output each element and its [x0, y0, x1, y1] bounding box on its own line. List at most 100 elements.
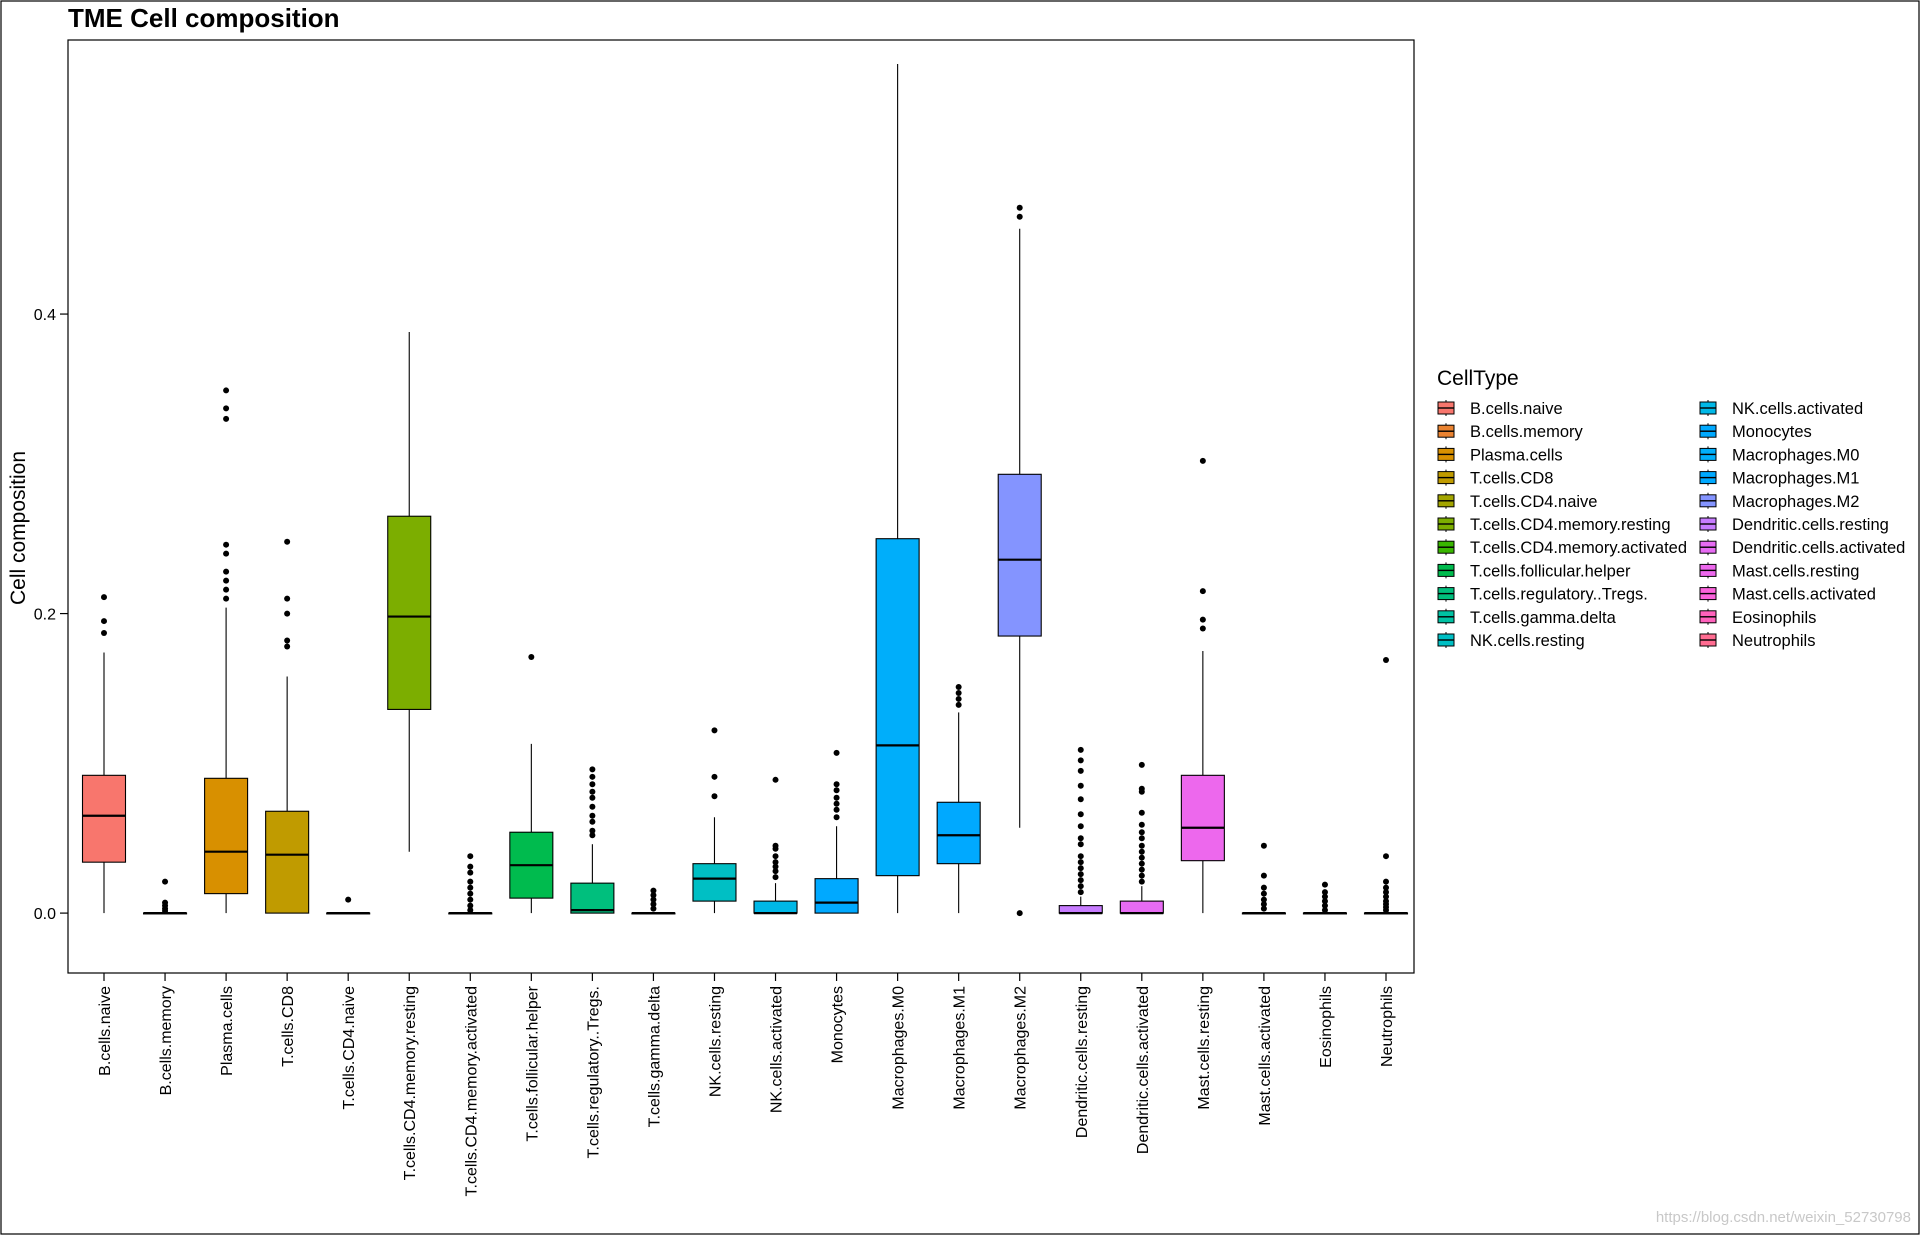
outlier-point	[1260, 842, 1267, 849]
outlier-point	[223, 415, 230, 422]
outlier-point	[1077, 823, 1084, 830]
outlier-point	[833, 794, 840, 801]
outlier-point	[589, 812, 596, 819]
outlier-point	[467, 890, 474, 897]
outlier-point	[223, 550, 230, 557]
outlier-point	[1199, 616, 1206, 623]
x-tick-label: NK.cells.activated	[769, 986, 786, 1113]
legend-label: T.cells.gamma.delta	[1470, 609, 1617, 627]
y-tick-label: 0.4	[34, 307, 56, 324]
box-group	[448, 853, 493, 915]
x-tick-label: T.cells.CD4.memory.activated	[463, 986, 480, 1196]
outlier-point	[1077, 757, 1084, 764]
box-group	[570, 766, 615, 914]
x-tick-label: T.cells.CD4.naive	[341, 986, 358, 1110]
legend-item: Dendritic.cells.activated	[1699, 539, 1905, 557]
legend-label: NK.cells.activated	[1732, 400, 1863, 418]
x-tick-label: T.cells.follicular.helper	[524, 985, 541, 1141]
outlier-point	[467, 863, 474, 870]
x-tick-label: Dendritic.cells.activated	[1135, 986, 1152, 1154]
outlier-point	[101, 594, 107, 601]
outlier-point	[955, 695, 962, 702]
x-tick-label: T.cells.gamma.delta	[646, 986, 663, 1127]
legend-item: T.cells.CD4.naive	[1437, 492, 1597, 511]
legend-label: Macrophages.M0	[1732, 446, 1859, 464]
outlier-point	[833, 800, 840, 807]
x-tick-label: B.cells.memory	[158, 986, 175, 1095]
x-tick-label: Mast.cells.resting	[1196, 986, 1213, 1110]
outlier-point	[284, 637, 291, 644]
box-group	[1241, 842, 1286, 915]
outlier-point	[1260, 884, 1267, 891]
x-tick-label: Dendritic.cells.resting	[1074, 986, 1091, 1138]
outlier-point	[772, 842, 779, 849]
legend-label: T.cells.CD4.naive	[1470, 493, 1597, 511]
box-group	[142, 878, 188, 915]
outlier-point	[1077, 853, 1084, 860]
legend-item: Macrophages.M1	[1699, 469, 1859, 488]
box-iqr	[997, 473, 1042, 637]
x-tick-label: Macrophages.M0	[891, 986, 908, 1110]
outlier-point	[1138, 785, 1145, 792]
outlier-point	[955, 701, 962, 708]
box-group	[1302, 881, 1348, 915]
outlier-point	[772, 776, 779, 783]
legend-item: T.cells.gamma.delta	[1437, 608, 1617, 627]
legend-item: Macrophages.M0	[1699, 446, 1859, 464]
x-tick-label: NK.cells.resting	[707, 986, 724, 1097]
outlier-point	[284, 610, 291, 617]
outlier-point	[833, 749, 840, 756]
x-tick-label: B.cells.naive	[97, 986, 114, 1076]
outlier-point	[1138, 866, 1145, 873]
legend-item: Mast.cells.resting	[1699, 562, 1859, 580]
outlier-point	[1016, 213, 1023, 220]
outlier-point	[1383, 898, 1389, 905]
x-tick-label: Macrophages.M1	[952, 986, 969, 1110]
legend-label: T.cells.CD4.memory.resting	[1470, 516, 1671, 534]
box-group	[1119, 761, 1164, 915]
outlier-point	[589, 781, 596, 788]
y-axis-label: Cell composition	[7, 451, 30, 605]
outlier-point	[589, 794, 596, 801]
y-tick-label: 0.0	[34, 906, 56, 923]
outlier-point	[1077, 859, 1084, 866]
box-group	[997, 204, 1042, 917]
x-tick-label: Eosinophils	[1318, 986, 1335, 1068]
outlier-point	[223, 405, 230, 412]
box-iqr	[1119, 900, 1164, 914]
legend-label: T.cells.follicular.helper	[1470, 562, 1631, 580]
legend-label: Mast.cells.activated	[1732, 586, 1876, 604]
outlier-point	[711, 727, 718, 734]
outlier-point	[1321, 902, 1328, 909]
outlier-point	[1016, 910, 1023, 917]
outlier-point	[650, 896, 657, 903]
outlier-point	[223, 568, 230, 575]
box-iqr	[204, 777, 249, 895]
outlier-point	[1077, 796, 1084, 803]
outlier-point	[1260, 872, 1267, 879]
legend-item: B.cells.naive	[1437, 400, 1563, 418]
legend-label: Macrophages.M2	[1732, 493, 1859, 511]
outlier-point	[650, 905, 657, 912]
legend-label: T.cells.CD4.memory.activated	[1470, 539, 1687, 557]
outlier-point	[1260, 905, 1267, 912]
outlier-point	[1383, 884, 1389, 891]
outlier-point	[467, 902, 474, 909]
outlier-point	[223, 541, 230, 548]
outlier-point	[833, 787, 840, 794]
x-tick-label: T.cells.CD4.memory.resting	[402, 986, 419, 1180]
legend-item: T.cells.CD4.memory.activated	[1437, 539, 1687, 557]
x-tick-label: Mast.cells.activated	[1257, 986, 1274, 1126]
outlier-point	[589, 773, 596, 780]
legend-item: T.cells.follicular.helper	[1437, 562, 1631, 580]
outlier-point	[1077, 871, 1084, 878]
outlier-point	[467, 869, 474, 876]
box-iqr	[814, 878, 859, 914]
legend-label: T.cells.regulatory..Tregs.	[1470, 586, 1648, 604]
legend-label: Neutrophils	[1732, 632, 1815, 650]
legend-item: Mast.cells.activated	[1699, 585, 1876, 604]
x-tick-label: Monocytes	[830, 986, 847, 1063]
outlier-point	[223, 586, 230, 593]
legend-title: CellType	[1437, 367, 1519, 390]
